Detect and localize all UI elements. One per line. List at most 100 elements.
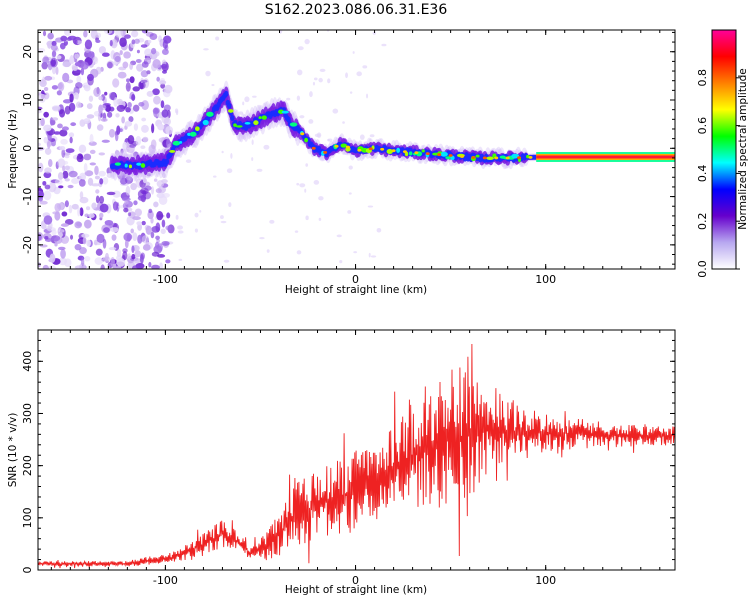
spectrogram-noise-cell (294, 230, 299, 233)
spectrogram-noise-cell (148, 261, 152, 268)
spectrogram-noise-cell (104, 219, 114, 226)
spectrogram-noise-cell (49, 253, 56, 263)
spectrogram-noise-cell (153, 201, 159, 208)
spectrogram-noise-cell (71, 65, 78, 71)
spectrogram-noise-cell (129, 62, 134, 70)
spectrogram-noise-cell (150, 139, 157, 150)
spectrogram-noise-cell (242, 101, 245, 106)
spectrogram-noise-cell (177, 225, 183, 230)
spectrogram-peak-cell (460, 155, 465, 158)
spectrogram-noise-cell (100, 264, 105, 269)
spectrogram-noise-cell (150, 186, 155, 195)
spectrogram-peak-cell (528, 155, 533, 159)
spectrogram-noise-cell (126, 78, 130, 83)
spectrogram-noise-cell (69, 136, 73, 144)
spectrogram-noise-cell (80, 257, 85, 267)
spectrogram-noise-cell (151, 123, 155, 134)
spectrogram-noise-cell (327, 78, 331, 84)
spectrogram-noise-cell (44, 167, 52, 174)
spectrogram-noise-cell (366, 93, 369, 99)
spectrogram-noise-cell (332, 108, 339, 114)
spectrogram-ridge-cell (224, 90, 229, 97)
spectrogram-noise-cell (55, 66, 59, 75)
spectrogram-noise-cell (83, 162, 88, 173)
spectrogram-noise-cell (230, 153, 233, 159)
spectrogram-noise-cell (123, 207, 129, 213)
spectrogram-noise-cell (80, 174, 87, 180)
spectrogram-noise-cell (42, 264, 49, 269)
spectrogram-noise-cell (91, 183, 100, 187)
spectrogram-noise-cell (129, 76, 135, 84)
spectrogram-noise-cell (123, 232, 133, 242)
spectrogram-peak-cell (233, 123, 237, 127)
spectrogram-noise-cell (251, 157, 254, 162)
spectrogram-ridge-cell (230, 114, 235, 121)
spectrogram-noise-cell (141, 61, 149, 68)
spectrogram-noise-cell (88, 95, 94, 102)
spectrogram-noise-cell (105, 252, 109, 261)
snr-frame (37, 329, 676, 571)
spectrogram-noise-cell (96, 233, 105, 244)
spectrogram-noise-cell (144, 185, 152, 191)
spectrogram-noise-cell (42, 56, 50, 65)
spectrogram-noise-cell (43, 136, 48, 144)
spectrogram-peak-cell (396, 147, 401, 153)
spectrogram-noise-cell (128, 116, 134, 123)
spectrogram-noise-cell (220, 220, 227, 224)
spectrogram-noise-cell (336, 234, 342, 238)
spectrogram-noise-cell (376, 227, 382, 233)
spectrogram-noise-cell (70, 122, 77, 127)
spectrogram-heatmap (38, 30, 675, 269)
spectrogram-noise-cell (104, 91, 108, 96)
spectrogram-noise-cell (78, 178, 86, 187)
spectrogram-noise-cell (38, 142, 41, 147)
figure-title: S162.2023.086.06.31.E36 (265, 2, 448, 18)
spectrogram-noise-cell (86, 114, 95, 119)
spectrogram-noise-cell (221, 150, 224, 154)
spectrogram-noise-cell (108, 128, 116, 138)
spectrogram-peak-cell (475, 154, 480, 158)
spectrogram-noise-cell (64, 105, 71, 115)
spectrogram-noise-cell (52, 106, 61, 112)
spectrogram-peak-cell (172, 140, 181, 146)
spectrogram-noise-cell (51, 117, 59, 121)
spectrogram-noise-cell (153, 178, 158, 182)
spectrogram-noise-cell (148, 39, 152, 44)
spectrogram-noise-cell (63, 160, 69, 165)
spectrogram-noise-cell (79, 247, 87, 255)
snr-xtick-label: 0 (352, 574, 359, 587)
snr-series-line (38, 343, 675, 569)
spectrogram-noise-cell (65, 148, 75, 154)
spectrogram-peak-cell (124, 163, 128, 168)
spectrogram-noise-cell (50, 57, 58, 68)
spectrogram-noise-cell (194, 228, 198, 233)
spectrogram-noise-cell (124, 239, 129, 249)
colorbar-tick-label: 0.8 (696, 69, 709, 87)
spectrogram-ytick-label: -20 (21, 236, 34, 254)
spectrogram-noise-cell (85, 206, 91, 211)
spectrogram-noise-cell (71, 178, 80, 184)
spectrogram-noise-cell (73, 92, 79, 100)
spectrogram-noise-cell (133, 123, 139, 131)
spectrogram-noise-cell (129, 144, 137, 148)
spectrogram-noise-cell (83, 30, 88, 38)
spectrogram-noise-cell (84, 170, 94, 177)
spectrogram-noise-cell (51, 85, 59, 90)
colorbar-gradient (712, 30, 736, 269)
spectrogram-peak-cell (368, 147, 373, 151)
spectrogram-noise-cell (142, 136, 149, 143)
spectrogram-noise-cell (53, 131, 61, 135)
spectrogram-noise-cell (44, 225, 52, 230)
colorbar: 0.0 0.2 0.4 0.6 0.8 Normalized spectral ampl… (696, 29, 749, 278)
spectrogram-noise-cell (59, 146, 66, 151)
spectrogram-noise-cell (116, 258, 126, 267)
snr-ytick-label: 100 (21, 507, 34, 528)
spectrogram-noise-cell (106, 191, 116, 196)
spectrogram-noise-cell (44, 235, 49, 240)
spectrogram-noise-cell (131, 245, 135, 253)
spectrogram-noise-cell (150, 47, 157, 55)
spectrogram-ytick-label: 0 (21, 145, 34, 152)
spectrogram-noise-cell (238, 111, 244, 115)
spectrogram-noise-cell (54, 211, 61, 221)
spectrogram-noise-cell (314, 133, 321, 138)
